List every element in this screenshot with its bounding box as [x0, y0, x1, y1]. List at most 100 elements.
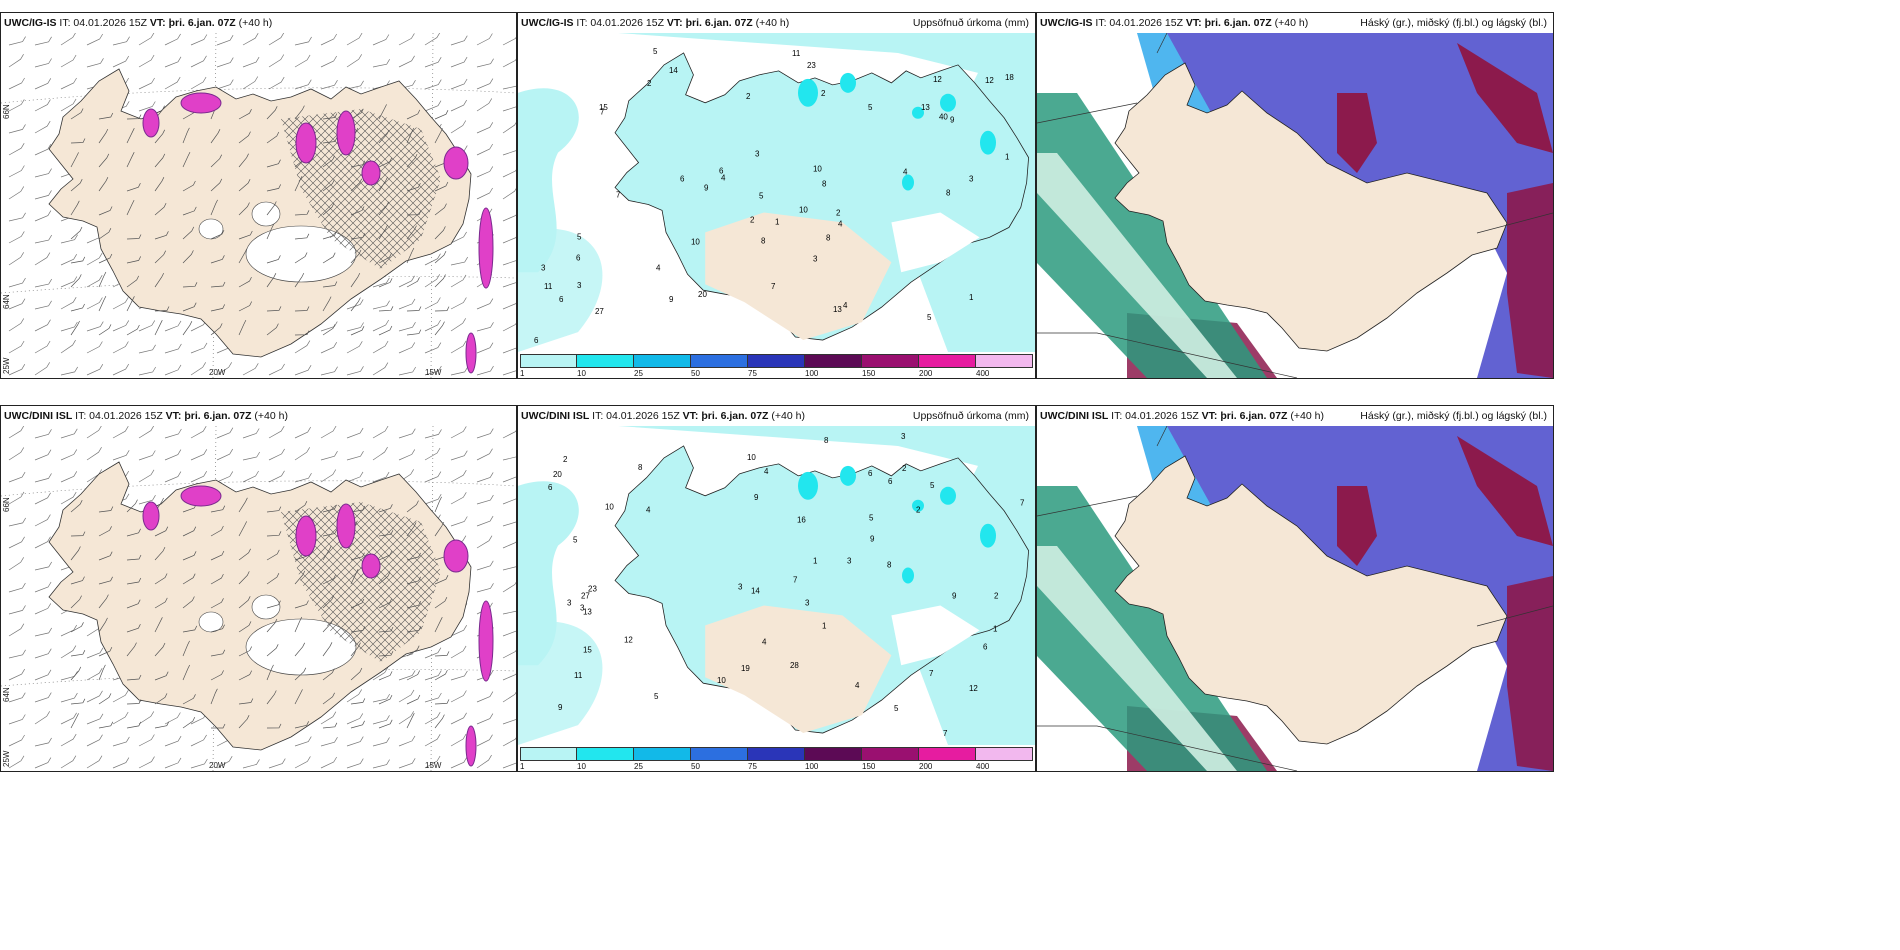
wind-barb	[190, 758, 208, 769]
wind-barb	[346, 758, 364, 769]
snow-area	[336, 503, 356, 549]
wind-barb	[164, 76, 181, 90]
wind-barb	[322, 179, 335, 192]
precip-value: 27	[595, 307, 604, 316]
wind-barb	[424, 79, 442, 90]
wind-barb	[322, 281, 338, 288]
precip-cell	[798, 471, 818, 500]
wind-barb	[86, 364, 104, 376]
precip-value: 7	[600, 108, 605, 117]
wind-barb	[294, 570, 306, 585]
colorbar-swatch	[862, 354, 919, 368]
iceland-land	[1114, 62, 1508, 352]
wind-barb	[34, 210, 52, 222]
wind-barb	[126, 554, 142, 561]
wind-barb	[346, 341, 363, 354]
wind-barb	[60, 297, 77, 310]
wind-barb	[378, 671, 393, 681]
wind-barb	[190, 734, 207, 747]
wind-barb	[322, 574, 337, 585]
wind-barb	[322, 296, 332, 312]
wind-barb	[70, 138, 86, 144]
precip-value: 6	[888, 477, 893, 486]
wind-barb	[112, 341, 129, 354]
wind-barb	[70, 226, 83, 240]
wind-barb	[502, 169, 516, 178]
precip-value: 28	[790, 661, 799, 670]
wind-barb	[242, 428, 260, 439]
precip-value: 4	[838, 219, 843, 228]
wind-barb	[98, 721, 114, 729]
graticule	[1037, 426, 1553, 771]
precip-value: 40	[939, 113, 948, 122]
wind-barb	[266, 255, 281, 264]
wind-barb	[154, 573, 168, 585]
wind-barb	[502, 85, 516, 90]
wind-barb	[406, 153, 418, 168]
wind-barb	[320, 366, 338, 376]
wind-barb	[98, 646, 113, 657]
wind-barb	[8, 252, 25, 266]
graticule-line	[1476, 605, 1553, 627]
wind-barb	[350, 326, 365, 336]
wind-barb	[70, 500, 83, 513]
wind-barb	[8, 212, 26, 222]
wind-barb	[294, 642, 306, 657]
wind-barb	[8, 755, 25, 769]
wind-barb	[350, 642, 361, 657]
wind-barb	[406, 109, 421, 120]
snow-hatch	[281, 109, 441, 269]
wind-barb	[34, 319, 51, 332]
wind-barb	[216, 35, 234, 46]
wind-barb	[476, 448, 493, 461]
lon-20-label: 20W	[209, 368, 226, 377]
wind-barb	[450, 99, 468, 112]
precip-value: 9	[558, 703, 563, 712]
precip-value: 11	[544, 282, 553, 291]
precip-value: 5	[927, 313, 932, 322]
precip-value: 20	[698, 290, 707, 299]
precip-value: 7	[771, 282, 776, 291]
wind-barb	[154, 231, 169, 240]
wind-barb	[112, 690, 129, 703]
wind-barb	[350, 108, 364, 120]
wind-barb	[450, 450, 468, 461]
wind-barb	[346, 427, 364, 439]
wind-barb	[34, 449, 52, 461]
wind-barb	[98, 295, 107, 312]
precip-value: 1	[993, 624, 998, 633]
wind-barb	[34, 536, 51, 549]
wind-barb	[8, 364, 26, 376]
wind-barb	[406, 210, 422, 216]
wind-snow-map: 66N 64N 20W 15W 25W	[1, 33, 516, 378]
precip-value: 18	[1005, 73, 1014, 82]
wind-barb	[322, 137, 338, 144]
wind-barb	[216, 471, 234, 483]
wind-barb	[8, 318, 25, 332]
precip-value: 2	[750, 215, 755, 224]
precip-area	[618, 33, 1035, 352]
wind-barb	[60, 254, 78, 266]
wind-barb	[502, 188, 516, 200]
graticule-line	[1156, 426, 1168, 447]
wind-barb	[398, 711, 415, 725]
colorbar-tick-label: 200	[919, 369, 933, 378]
wind-barb	[406, 522, 417, 537]
wind-barb	[238, 646, 253, 657]
wind-barb	[350, 249, 362, 264]
colorbar-swatch	[805, 354, 862, 368]
precip-value: 6	[576, 253, 581, 262]
wind-barb	[126, 199, 135, 216]
wind-barb	[34, 514, 51, 527]
wind-barb	[398, 689, 415, 703]
precip-value: 3	[738, 582, 743, 591]
wind-barb	[112, 320, 130, 332]
wind-barb	[294, 252, 308, 264]
wind-barb	[164, 33, 181, 46]
snow-area	[443, 539, 469, 573]
wind-barb	[210, 573, 224, 585]
wind-barb	[86, 755, 103, 769]
wind-barb	[154, 597, 168, 609]
wind-barb	[138, 366, 157, 376]
wind-barb	[242, 76, 259, 90]
